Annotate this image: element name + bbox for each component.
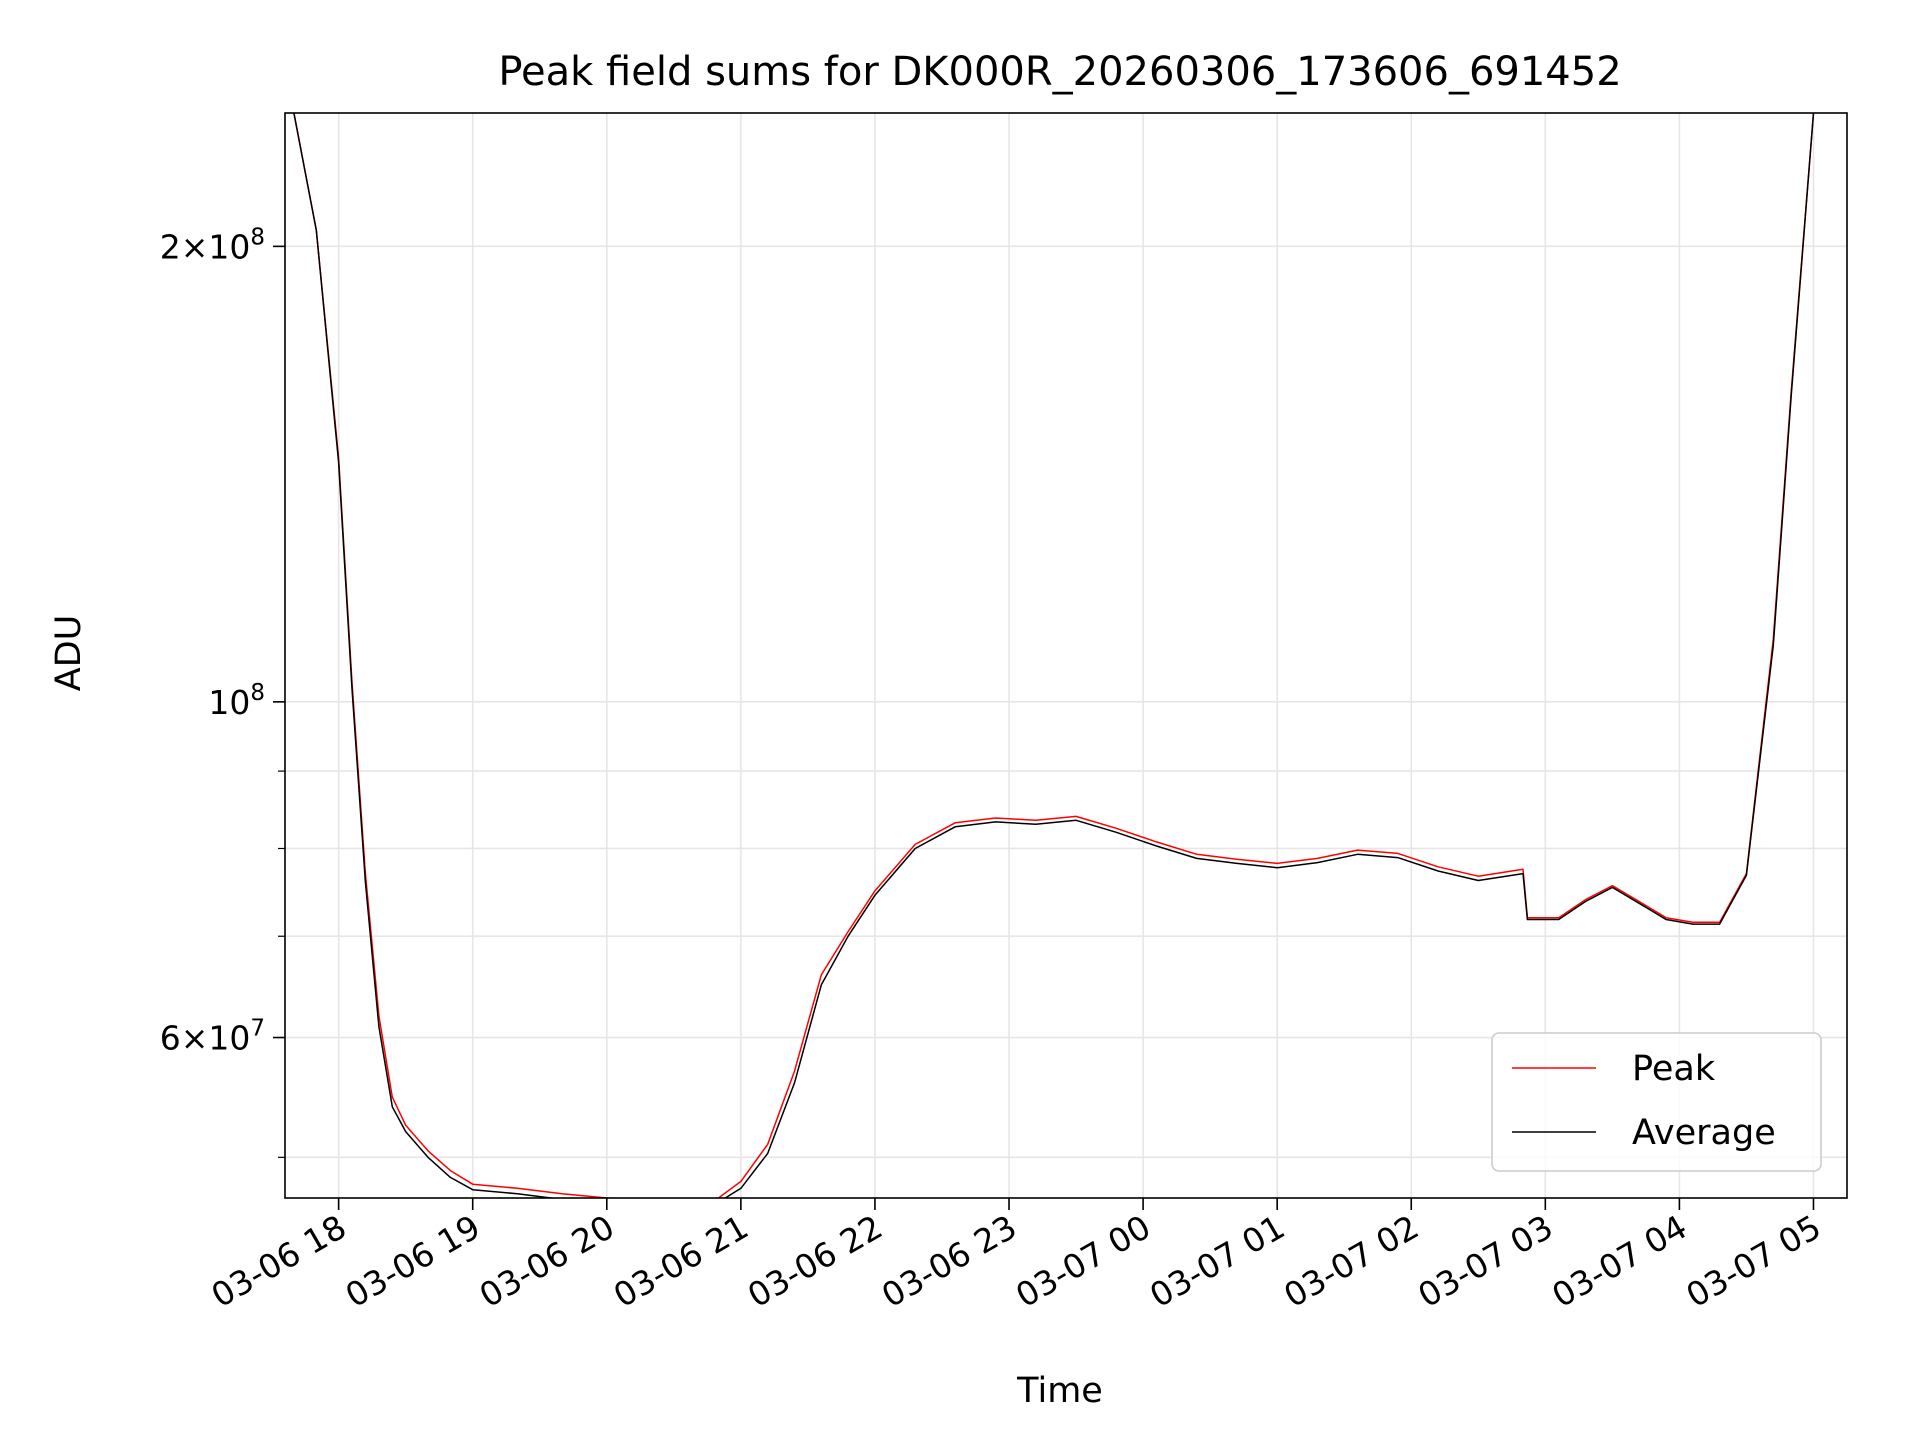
- y-tick-label: 6×107: [160, 1016, 265, 1058]
- legend: Peak Average: [1491, 1032, 1822, 1172]
- y-tick-label: 2×108: [160, 224, 265, 266]
- legend-peak-label: Peak: [1632, 1049, 1716, 1089]
- y-tick-exponent: 8: [250, 224, 265, 250]
- y-tick-mantissa: 2: [160, 227, 181, 266]
- series-line-peak: [293, 113, 1815, 1198]
- legend-average-label: Average: [1632, 1113, 1776, 1153]
- y-axis: 2×108 108 6×107: [160, 224, 285, 1158]
- y-tick-exponent: 8: [250, 680, 265, 706]
- plot-frame: [284, 112, 1848, 1199]
- chart-title: Peak field sums for DK000R_20260306_1736…: [498, 49, 1621, 95]
- series-line-average: [293, 113, 1815, 1198]
- series-layer: [293, 113, 1815, 1198]
- y-tick-mantissa: 6: [160, 1019, 181, 1058]
- x-axis-label: Time: [1016, 1371, 1103, 1411]
- y-tick-exponent: 7: [250, 1016, 265, 1042]
- y-axis-label: ADU: [49, 615, 89, 692]
- y-tick-label: 108: [208, 680, 265, 722]
